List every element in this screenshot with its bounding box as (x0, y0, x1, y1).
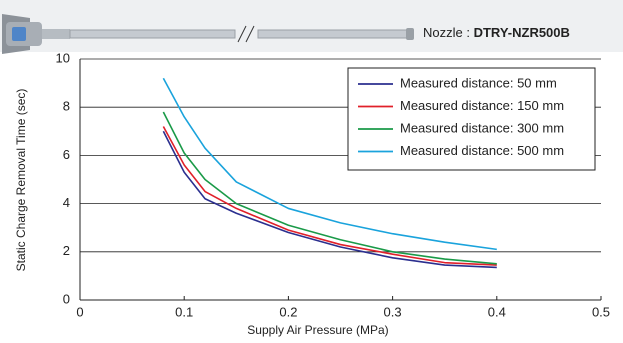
y-tick-label: 0 (63, 291, 70, 306)
legend-label: Measured distance: 300 mm (400, 120, 564, 135)
series-line (162, 130, 497, 269)
nozzle-label: Nozzle : DTRY-NZR500B (423, 25, 570, 40)
nozzle-model: DTRY-NZR500B (474, 25, 570, 40)
y-axis-label: Static Charge Removal Time (sec) (14, 89, 28, 272)
series-line (162, 111, 497, 265)
x-tick-label: 0 (76, 304, 83, 319)
legend-label: Measured distance: 500 mm (400, 143, 564, 158)
nozzle-image (2, 14, 414, 54)
legend-label: Measured distance: 50 mm (400, 75, 557, 90)
x-axis-label: Supply Air Pressure (MPa) (247, 323, 388, 337)
series-line (162, 126, 497, 266)
y-tick-label: 2 (63, 243, 70, 258)
y-tick-label: 8 (63, 99, 70, 114)
header-band (0, 0, 623, 52)
x-tick-label: 0.4 (488, 304, 506, 319)
x-tick-label: 0.1 (175, 304, 193, 319)
x-tick-label: 0.2 (279, 304, 297, 319)
y-tick-label: 10 (56, 50, 70, 65)
x-tick-label: 0.3 (384, 304, 402, 319)
y-tick-label: 6 (63, 147, 70, 162)
x-tick-label: 0.5 (592, 304, 610, 319)
series-line (162, 77, 497, 251)
legend-label: Measured distance: 150 mm (400, 98, 564, 113)
legend-box (347, 67, 596, 171)
y-tick-label: 4 (63, 195, 70, 210)
nozzle-prefix: Nozzle : (423, 25, 470, 40)
